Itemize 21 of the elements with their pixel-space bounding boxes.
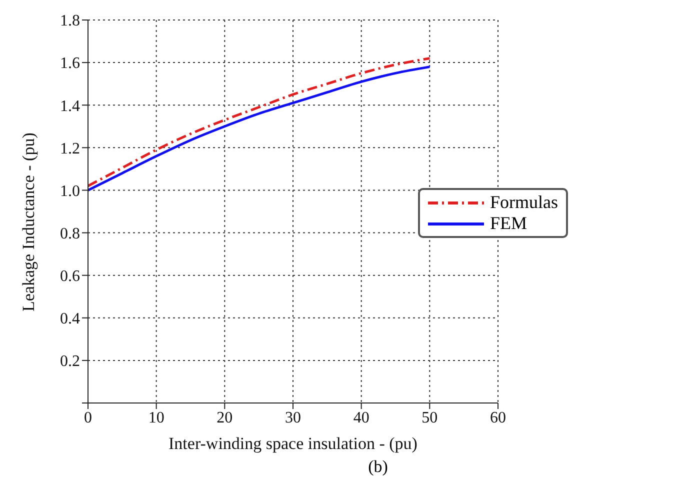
y-tick-label: 1.8	[60, 12, 80, 30]
x-tick-label: 20	[216, 409, 233, 426]
y-tick-label: 1.6	[60, 55, 80, 72]
x-tick-label: 10	[148, 409, 164, 426]
text: (b)	[367, 457, 389, 477]
y-tick-label: 0.6	[60, 268, 80, 286]
legend-label: FEM	[490, 213, 527, 234]
legend-label: Formulas	[490, 192, 558, 213]
y-tick-label: 1.2	[60, 140, 80, 158]
x-tick-label: 0	[84, 409, 92, 426]
y-tick-label: 0.8	[60, 225, 80, 242]
x-tick-label: 40	[353, 409, 370, 426]
y-tick-label: 0.4	[60, 310, 80, 328]
x-axis-title: Inter-winding space insulation - (pu)	[168, 434, 418, 453]
x-tick-label: 50	[422, 409, 438, 426]
x-tick-label: 30	[284, 409, 301, 426]
y-tick-label: 0.2	[60, 353, 80, 370]
x-tick-label: 60	[490, 409, 506, 426]
y-axis-title: Leakage Inductance - (pu)	[19, 132, 38, 312]
y-tick-label: 1.4	[60, 98, 80, 115]
y-tick-label: 1.0	[60, 182, 80, 200]
